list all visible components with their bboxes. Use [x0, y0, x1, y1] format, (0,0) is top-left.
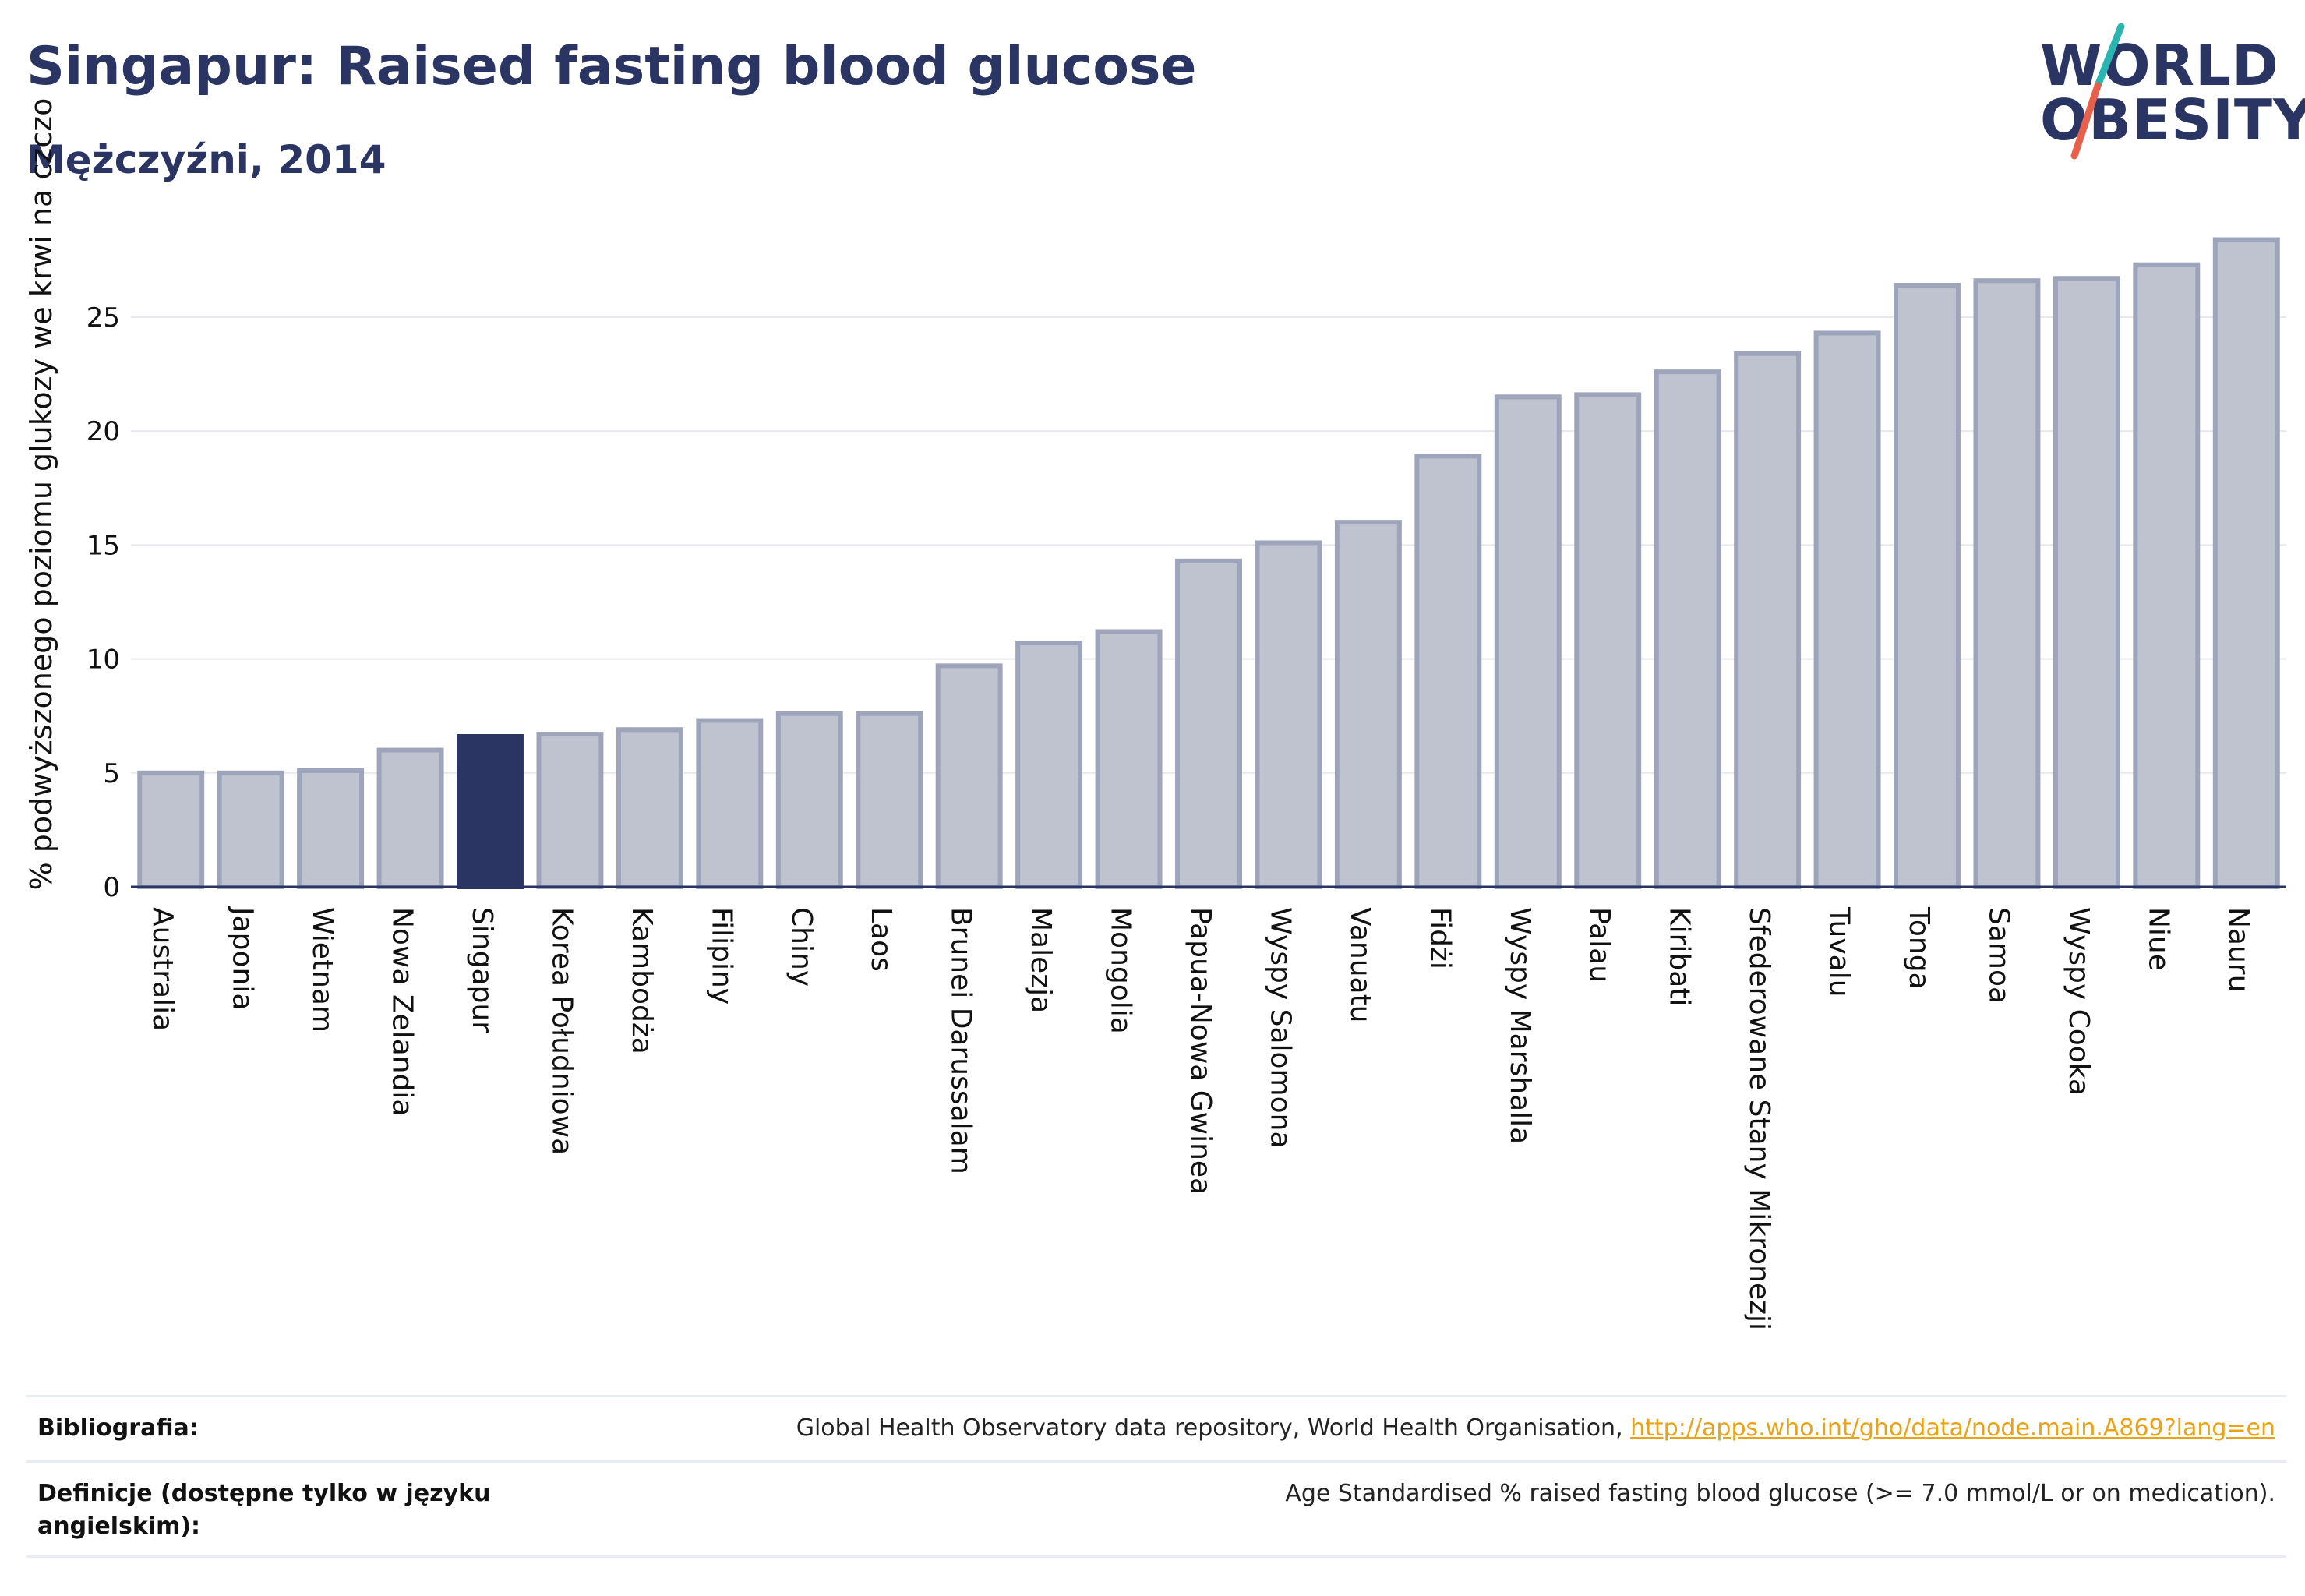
bar — [2212, 237, 2280, 890]
x-tick-label: Wietnam — [306, 907, 338, 1033]
bibliography-value: Global Health Observatory data repositor… — [796, 1412, 2275, 1445]
logo-slash-icon — [2070, 23, 2125, 160]
y-tick-label: 5 — [103, 758, 120, 789]
bibliography-link[interactable]: http://apps.who.int/gho/data/node.main.A… — [1630, 1414, 2275, 1442]
chart-subtitle: Mężczyźni, 2014 — [26, 137, 387, 182]
x-tick-label: Nowa Zelandia — [387, 907, 418, 1117]
bar-chart: 0 5 10 15 20 25 Australia Japonia Wietnam Nowa Ze… — [24, 98, 2286, 1330]
x-tick-label: Korea Południowa — [545, 907, 577, 1155]
definitions-value: Age Standardised % raised fasting blood … — [1285, 1480, 2275, 1507]
x-tick-label: Chiny — [785, 907, 817, 987]
x-tick-label: Filipiny — [705, 907, 737, 1005]
bar — [1574, 392, 1642, 889]
bar — [775, 711, 843, 889]
definitions-label: Definicje (dostępne tylko w języku angie… — [37, 1480, 491, 1540]
bar — [1175, 558, 1242, 889]
x-tick-label: Brunei Darussalam — [945, 907, 977, 1174]
footer-divider-top — [26, 1395, 2286, 1397]
bar — [536, 732, 604, 889]
x-tick-label: Vanuatu — [1344, 907, 1376, 1023]
bar — [2053, 276, 2120, 889]
bar — [1734, 351, 1802, 889]
bar — [616, 727, 683, 890]
bar — [297, 768, 365, 889]
y-tick-label: 20 — [86, 416, 120, 447]
bar — [1255, 540, 1322, 890]
x-tick-label: Tonga — [1903, 906, 1935, 990]
bar — [1015, 641, 1083, 889]
bar — [856, 711, 923, 889]
x-tick-label: Malezja — [1025, 907, 1057, 1013]
bar — [1894, 283, 1961, 889]
x-tick-label: Wyspy Cooka — [2063, 907, 2095, 1096]
x-tick-label: Wyspy Marshalla — [1504, 907, 1536, 1144]
x-tick-label: Australia — [146, 907, 178, 1031]
bar — [935, 663, 1003, 890]
y-axis-label: % podwyższonego poziomu glukozy we krwi … — [24, 98, 58, 891]
bar — [1813, 330, 1881, 889]
bar — [1095, 629, 1163, 890]
bar — [696, 718, 764, 889]
x-tick-label: Singapur — [466, 907, 498, 1033]
bibliography-label: Bibliografia: — [37, 1414, 199, 1442]
footer-divider-bottom — [26, 1555, 2286, 1558]
bar — [376, 747, 444, 889]
footer-divider-middle — [26, 1460, 2286, 1463]
x-tick-label: Palau — [1583, 907, 1615, 983]
x-tick-label: Fidżi — [1424, 907, 1456, 969]
y-tick-label: 25 — [86, 302, 120, 334]
x-tick-label: Sfederowane Stany Mikronezji — [1743, 907, 1775, 1330]
bar — [137, 770, 205, 889]
x-tick-label: Japonia — [227, 906, 259, 1010]
y-tick-label: 10 — [86, 644, 120, 676]
bibliography-text: Global Health Observatory data repositor… — [796, 1414, 1631, 1442]
bar-highlight — [457, 734, 524, 889]
chart-title: Singapur: Raised fasting blood glucose — [26, 36, 1197, 97]
bibliography-row: Bibliografia: Global Health Observatory … — [26, 1412, 2286, 1460]
x-tick-label: Nauru — [2222, 907, 2254, 992]
bar — [1973, 278, 2041, 889]
bar — [1414, 454, 1482, 889]
x-tick-label: Niue — [2142, 907, 2174, 971]
x-tick-label: Tuvalu — [1823, 906, 1855, 998]
world-obesity-logo[interactable]: WORLD OBESITY — [2040, 23, 2305, 164]
x-tick-label: Kambodża — [626, 907, 658, 1054]
x-tick-label: Papua-Nowa Gwinea — [1184, 907, 1216, 1195]
bar — [217, 770, 284, 889]
bar — [2133, 262, 2201, 890]
definitions-row: Definicje (dostępne tylko w języku angie… — [26, 1478, 2286, 1555]
bar — [1334, 520, 1402, 889]
x-tick-label: Kiribati — [1664, 907, 1696, 1006]
x-tick-label: Samoa — [1982, 907, 2014, 1004]
bar — [1494, 394, 1562, 889]
bar — [1654, 369, 1721, 889]
x-tick-label: Laos — [865, 907, 897, 972]
x-tick-label: Wyspy Salomona — [1264, 907, 1296, 1149]
x-tick-label: Mongolia — [1105, 907, 1137, 1034]
logo-text-world: WORLD — [2040, 33, 2279, 98]
y-tick-label: 15 — [86, 530, 120, 561]
y-tick-label: 0 — [103, 872, 120, 903]
